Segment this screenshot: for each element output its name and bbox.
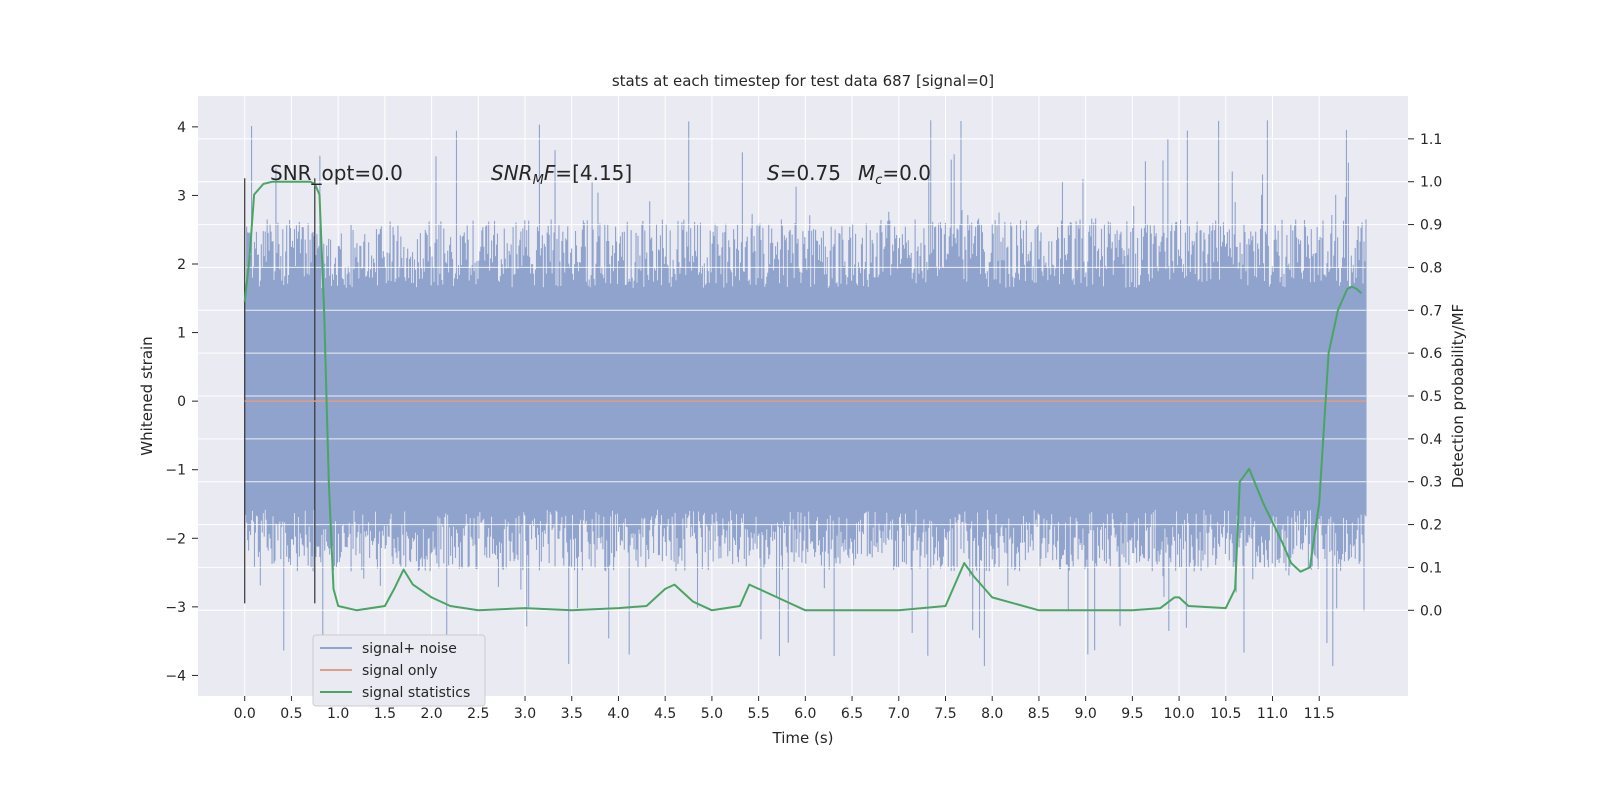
x-tick-label: 5.5 [747, 706, 769, 722]
right-y-tick-label: 1.0 [1420, 175, 1442, 191]
left-y-tick-label: −1 [165, 463, 186, 479]
right-y-tick-label: 0.8 [1420, 260, 1442, 276]
overlay-series [243, 138, 1366, 612]
x-tick-label: 0.0 [234, 706, 256, 722]
left-y-tick-label: 3 [177, 188, 186, 204]
legend: signal+ noise signal only signal statist… [312, 634, 486, 707]
right-y-tick-label: 0.6 [1420, 346, 1442, 362]
x-tick-label: 2.0 [420, 706, 442, 722]
legend-label-signal: signal only [362, 663, 437, 679]
x-tick-label: 9.0 [1075, 706, 1097, 722]
right-y-tick-label: 0.7 [1420, 303, 1442, 319]
left-y-tick-label: −3 [165, 600, 186, 616]
x-tick-label: 11.5 [1304, 706, 1335, 722]
signal-noise-series [244, 120, 1367, 667]
x-tick-label: 11.0 [1257, 706, 1288, 722]
left-y-tick-label: 0 [177, 394, 186, 410]
right-y-axis-ticks: 1.1 1.0 0.9 0.8 0.7 0.6 0.5 0.4 0.3 0.2 0.1 0.0 [1408, 132, 1442, 619]
x-tick-label: 1.0 [327, 706, 349, 722]
annotation-snr-opt: SNR_opt=0.0 [270, 161, 403, 185]
x-tick-label: 1.5 [374, 706, 396, 722]
annotation-s: S=0.75 [767, 161, 841, 185]
x-tick-label: 10.0 [1163, 706, 1194, 722]
x-tick-label: 6.0 [794, 706, 816, 722]
right-y-tick-label: 0.2 [1420, 518, 1442, 534]
left-y-tick-label: −4 [165, 668, 186, 684]
x-tick-label: 9.5 [1121, 706, 1143, 722]
x-axis-label: Time (s) [772, 729, 834, 747]
right-y-tick-label: 0.0 [1420, 603, 1442, 619]
legend-label-stats: signal statistics [362, 685, 470, 701]
x-tick-label: 4.5 [654, 706, 676, 722]
annotation-mc: Mc=0.0 [858, 161, 931, 188]
annotation-snr-mf-value: [4.15] [572, 161, 632, 185]
right-y-tick-label: 0.9 [1420, 218, 1442, 234]
annotation-mc-value: =0.0 [882, 161, 931, 185]
x-tick-label: 5.0 [701, 706, 723, 722]
right-y-tick-label: 0.3 [1420, 475, 1442, 491]
x-tick-label: 3.5 [561, 706, 583, 722]
signal-statistics-line [243, 180, 1362, 612]
right-y-tick-label: 0.1 [1420, 560, 1442, 576]
left-y-tick-label: −2 [165, 531, 186, 547]
chart-title: stats at each timestep for test data 687… [612, 72, 994, 90]
x-tick-label: 3.0 [514, 706, 536, 722]
left-y-tick-label: 2 [177, 257, 186, 273]
x-tick-label: 8.5 [1028, 706, 1050, 722]
right-y-tick-label: 0.4 [1420, 432, 1442, 448]
x-tick-label: 2.5 [467, 706, 489, 722]
legend-box [312, 634, 486, 707]
right-y-tick-label: 1.1 [1420, 132, 1442, 148]
legend-label-noise: signal+ noise [362, 641, 457, 657]
left-y-axis-label: Whitened strain [138, 336, 156, 455]
left-y-axis-ticks: 4 3 2 1 0 −1 −2 −3 −4 [165, 120, 198, 684]
x-tick-label: 7.0 [888, 706, 910, 722]
left-y-tick-label: 4 [177, 120, 186, 136]
annotation-snr-mf: SNRMF=[4.15] [491, 161, 632, 188]
annotation-s-value: =0.75 [780, 161, 841, 185]
x-tick-label: 0.5 [280, 706, 302, 722]
left-y-tick-label: 1 [177, 326, 186, 342]
x-tick-label: 6.5 [841, 706, 863, 722]
x-tick-label: 4.0 [607, 706, 629, 722]
x-tick-label: 7.5 [934, 706, 956, 722]
right-y-tick-label: 0.5 [1420, 389, 1442, 405]
x-axis-ticks: 0.0 0.5 1.0 1.5 2.0 2.5 3.0 3.5 4.0 4.5 5.0 5.5 6.0 6… [234, 696, 1335, 722]
x-tick-label: 10.5 [1210, 706, 1241, 722]
right-y-axis-label: Detection probability/MF [1449, 304, 1467, 488]
x-tick-label: 8.0 [981, 706, 1003, 722]
